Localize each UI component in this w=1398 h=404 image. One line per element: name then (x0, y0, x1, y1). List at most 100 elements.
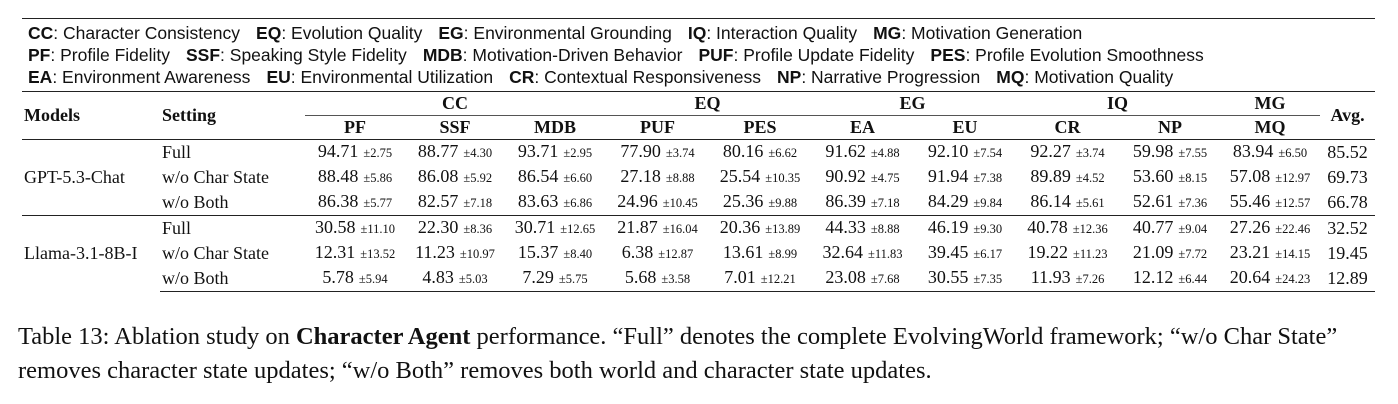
std: ±8.88 (870, 222, 900, 236)
std: ±7.72 (1178, 247, 1208, 261)
score-cell: 40.78 ±12.36 (1015, 215, 1121, 241)
score-cell: 77.90 ±3.74 (605, 139, 710, 165)
model-name: Llama-3.1-8B-I (22, 215, 160, 292)
column-header: PES (743, 117, 777, 137)
mean: 88.48 (317, 166, 359, 186)
std: ±7.55 (1178, 146, 1208, 160)
std: ±3.74 (1075, 146, 1105, 160)
score-cell: 6.38 ±12.87 (605, 241, 710, 266)
mean: 15.37 (517, 242, 559, 262)
group-header: EG (810, 92, 1016, 116)
std: ±5.86 (363, 171, 393, 185)
legend-entry: IQ: Interaction Quality (688, 23, 857, 43)
setting: Full (160, 215, 305, 241)
std: ±12.97 (1275, 171, 1311, 185)
legend-abbr: EG (438, 23, 464, 43)
mean: 32.64 (822, 242, 864, 262)
mean: 44.33 (825, 217, 866, 237)
header-cell: Avg. (1330, 105, 1365, 125)
std: ±6.44 (1178, 272, 1208, 286)
legend: CC: Character Consistency EQ: Evolution Q… (22, 18, 1375, 92)
mean: 83.94 (1232, 141, 1274, 161)
score-cell: 94.71 ±2.75 (305, 139, 405, 165)
average: 19.45 (1327, 243, 1368, 263)
std: ±2.75 (363, 146, 393, 160)
column-header: EA (850, 117, 876, 137)
mean: 94.71 (317, 141, 359, 161)
std: ±2.95 (563, 146, 593, 160)
legend-desc: : Evolution Quality (281, 23, 423, 43)
column-header: NP (1158, 117, 1183, 137)
mean: 92.10 (927, 141, 969, 161)
data-row: w/o Both 5.78 ±5.94 4.83 ±5.03 7.29 ±5.75 5.68 ±… (22, 266, 1376, 292)
mean: 5.68 (624, 267, 657, 287)
std: ±7.35 (973, 272, 1003, 286)
data-row: w/o Char State 12.31 ±13.52 11.23 ±10.97 15.3… (22, 241, 1375, 266)
legend-abbr: PES (930, 45, 966, 65)
mean: 90.92 (825, 166, 866, 186)
mean: 80.16 (722, 141, 764, 161)
score-cell: 92.10 ±7.54 (915, 139, 1016, 165)
score-cell: 20.36 ±13.89 (710, 215, 811, 241)
std: ±12.57 (1275, 196, 1311, 210)
caption-bold: Character Agent (295, 323, 471, 350)
legend-entry: EG: Environmental Grounding (438, 23, 671, 43)
setting: w/o Char State (162, 243, 269, 263)
score-cell: 52.61 ±7.36 (1120, 190, 1220, 216)
legend-desc: : Motivation-Driven Behavior (462, 45, 683, 65)
score-cell: 24.96 ±10.45 (605, 190, 710, 216)
std: ±13.52 (360, 247, 396, 261)
score-cell: 27.18 ±8.88 (605, 165, 710, 190)
column-header: EU (952, 117, 978, 137)
setting: Full (160, 139, 305, 165)
average: 12.89 (1320, 266, 1376, 292)
score-cell: 25.36 ±9.88 (710, 190, 810, 216)
data-row: w/o Char State 88.48 ±5.86 86.08 ±5.92 86.54 ±… (22, 165, 1375, 190)
legend-row: CC: Character Consistency EQ: Evolution Q… (28, 22, 1369, 44)
legend-entry: CR: Contextual Responsiveness (509, 67, 761, 87)
std: ±8.99 (768, 247, 798, 261)
mean: 19.22 (1027, 242, 1069, 262)
score-cell: 86.08 ±5.92 (405, 165, 505, 190)
legend-desc: : Profile Fidelity (50, 45, 170, 65)
std: ±12.21 (760, 272, 796, 286)
std: ±5.77 (363, 196, 393, 210)
legend-desc: : Speaking Style Fidelity (220, 45, 407, 65)
mean: 20.36 (719, 217, 761, 237)
mean: 7.29 (522, 267, 554, 287)
score-cell: 88.77 ±4.30 (405, 139, 505, 165)
mean: 6.38 (621, 242, 654, 262)
score-cell: 82.57 ±7.18 (405, 190, 505, 216)
legend-desc: : Interaction Quality (706, 23, 858, 43)
score-cell: 90.92 ±4.75 (810, 165, 915, 190)
legend-abbr: MQ (996, 67, 1025, 87)
score-cell: 30.58 ±11.10 (305, 215, 405, 241)
mean: 86.54 (517, 166, 559, 186)
mean: 30.71 (514, 217, 556, 237)
score-cell: 83.94 ±6.50 (1220, 139, 1321, 165)
data-row: Llama-3.1-8B-I Full 30.58 ±11.10 22.30 ±8.36 3… (22, 215, 1376, 292)
legend-row: PF: Profile Fidelity SSF: Speaking Style … (28, 44, 1369, 66)
legend-abbr: CC (28, 23, 54, 43)
legend-desc: : Motivation Quality (1024, 67, 1174, 87)
data-row: w/o Both 86.38 ±5.77 82.57 ±7.18 83.63 ±6.86 24… (22, 190, 1375, 216)
mean: 23.21 (1229, 242, 1271, 262)
score-cell: 22.30 ±8.36 (405, 215, 505, 241)
legend-desc: : Profile Update Fidelity (733, 45, 915, 65)
std: ±12.65 (560, 222, 596, 236)
group-header: CC (305, 92, 605, 116)
std: ±10.45 (662, 196, 698, 210)
std: ±14.15 (1275, 247, 1311, 261)
std: ±9.84 (973, 196, 1003, 210)
mean: 53.60 (1132, 166, 1174, 186)
score-cell: 93.71 ±2.95 (505, 139, 605, 165)
legend-entry: MQ: Motivation Quality (996, 67, 1173, 87)
legend-entry: EU: Environmental Utilization (266, 67, 493, 87)
std: ±3.58 (661, 272, 691, 286)
group-header: MG (1220, 92, 1321, 116)
mean: 21.09 (1132, 242, 1174, 262)
score-cell: 21.09 ±7.72 (1120, 241, 1220, 266)
setting: w/o Both (160, 266, 305, 292)
mean: 24.96 (617, 191, 658, 211)
mean: 55.46 (1229, 191, 1271, 211)
